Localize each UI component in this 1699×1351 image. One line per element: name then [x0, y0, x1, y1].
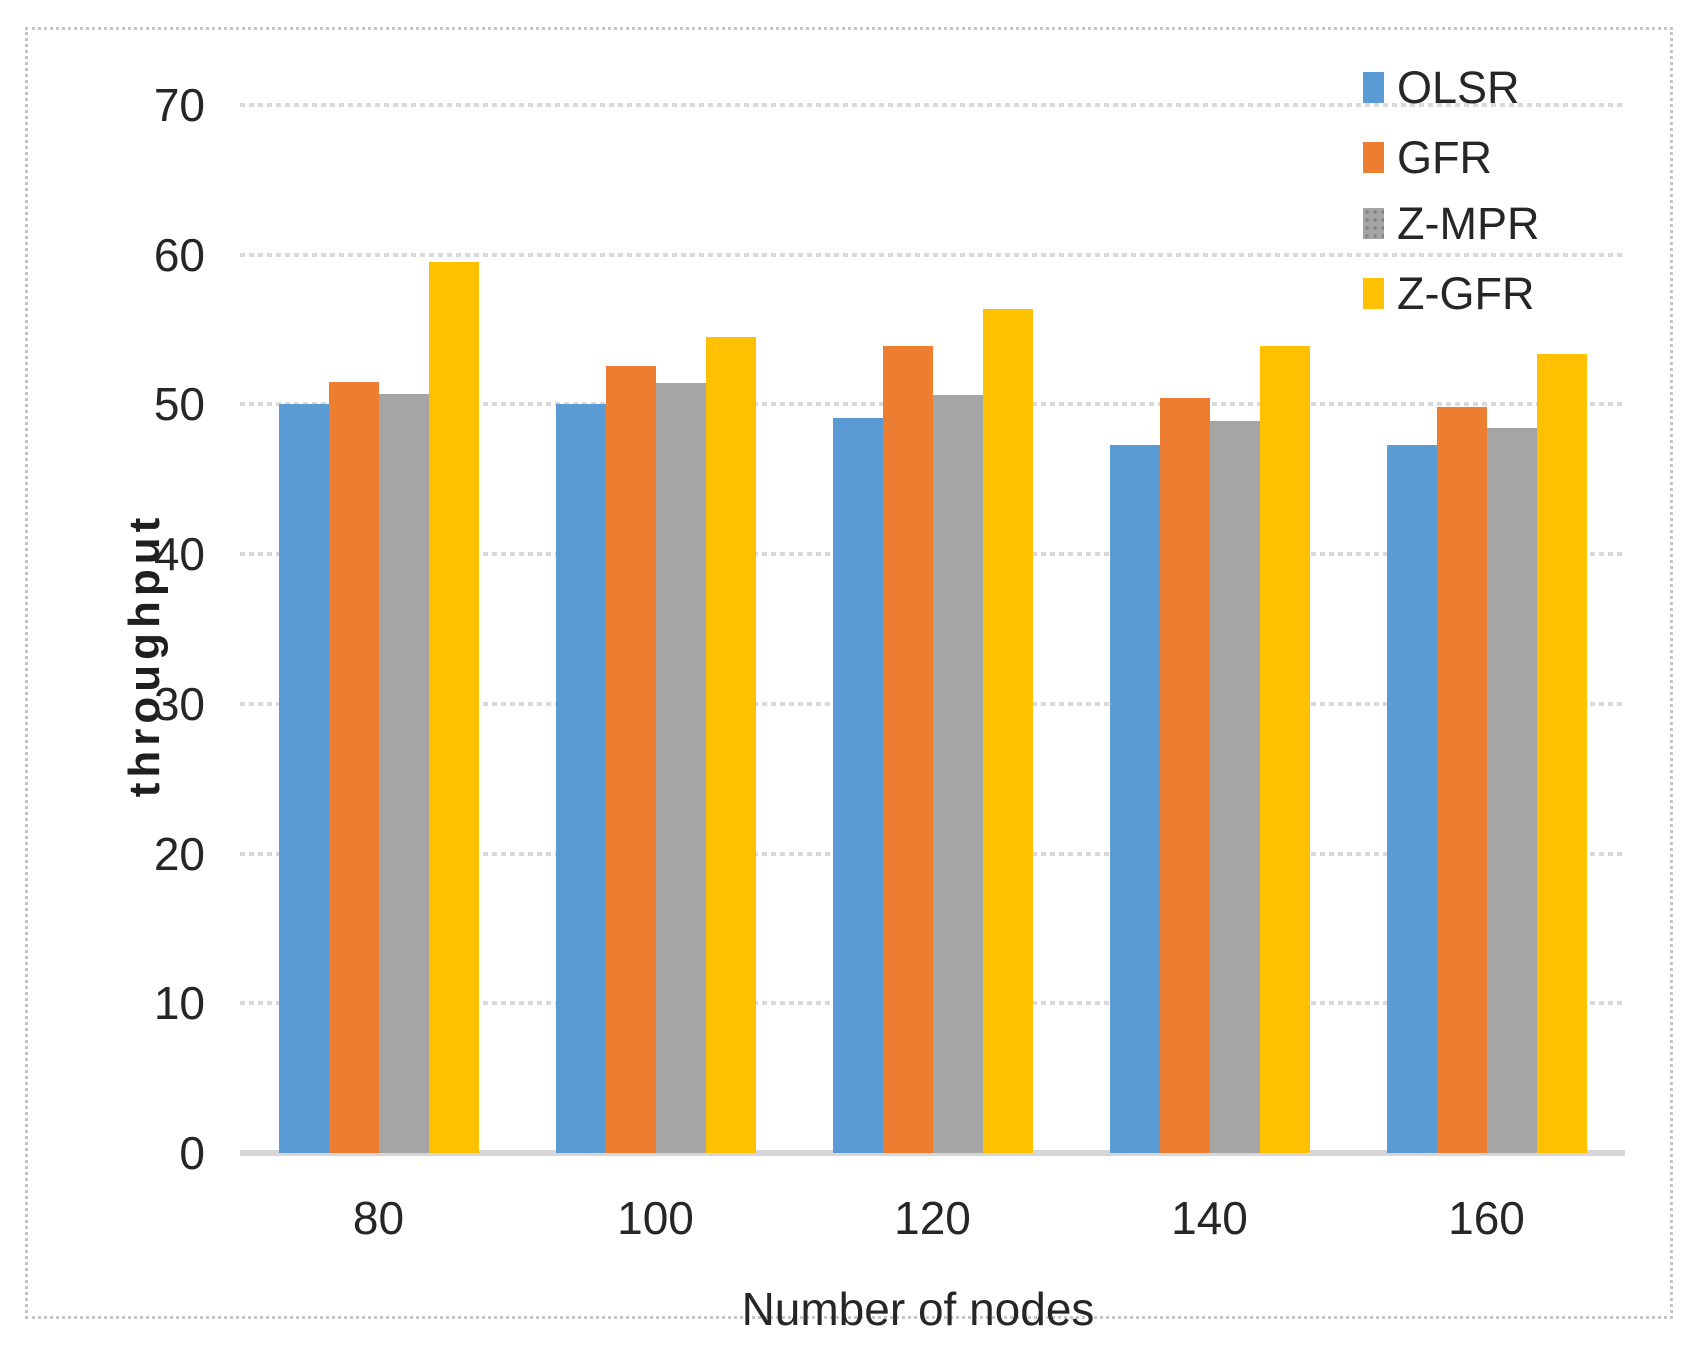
bar-gfr-80	[328, 381, 379, 1153]
legend-label-olsr: OLSR	[1397, 62, 1520, 113]
legend-swatch-z-mpr	[1363, 208, 1384, 239]
y-tick-label-60: 60	[153, 228, 205, 281]
legend-item-z-mpr: Z-MPR	[1363, 198, 1540, 249]
bar-olsr-100	[555, 404, 606, 1153]
x-tick-label-80: 80	[352, 1192, 405, 1244]
y-tick-label-20: 20	[153, 827, 205, 880]
legend-swatch-olsr	[1363, 72, 1384, 103]
bar-gfr-160	[1436, 407, 1487, 1153]
bar-olsr-80	[278, 404, 329, 1153]
bar-z-mpr-160	[1486, 428, 1537, 1153]
y-tick-label-40: 40	[153, 528, 205, 581]
x-axis-line	[240, 1150, 1625, 1156]
y-tick-label-50: 50	[153, 378, 205, 431]
bar-z-gfr-120	[982, 308, 1033, 1153]
bar-z-gfr-140	[1259, 346, 1310, 1153]
bar-z-gfr-100	[705, 337, 756, 1153]
x-tick-label-140: 140	[1171, 1192, 1248, 1244]
bar-z-mpr-100	[655, 383, 706, 1153]
bar-z-mpr-120	[932, 395, 983, 1153]
bar-z-gfr-160	[1536, 353, 1587, 1153]
legend-item-gfr: GFR	[1363, 132, 1492, 183]
legend-label-z-mpr: Z-MPR	[1397, 198, 1540, 249]
bar-olsr-160	[1386, 444, 1437, 1153]
gridline-70	[240, 103, 1625, 107]
y-tick-label-0: 0	[179, 1127, 205, 1179]
bar-z-mpr-140	[1209, 420, 1260, 1153]
legend-swatch-gfr	[1363, 142, 1384, 173]
legend-item-z-gfr: Z-GFR	[1363, 268, 1535, 319]
legend-item-olsr: OLSR	[1363, 62, 1520, 113]
bar-gfr-140	[1159, 398, 1210, 1153]
x-tick-label-120: 120	[894, 1192, 971, 1244]
bar-gfr-120	[882, 346, 933, 1153]
legend-swatch-z-gfr	[1363, 278, 1384, 309]
bar-olsr-120	[832, 417, 883, 1153]
x-axis-title: Number of nodes	[741, 1283, 1095, 1335]
x-tick-label-160: 160	[1448, 1192, 1525, 1244]
bar-olsr-140	[1109, 444, 1160, 1153]
y-tick-label-30: 30	[153, 677, 205, 730]
y-tick-label-10: 10	[153, 977, 205, 1030]
x-tick-label-100: 100	[617, 1192, 694, 1244]
bar-z-mpr-80	[378, 393, 429, 1153]
gridline-60	[240, 252, 1625, 257]
y-tick-label-70: 70	[153, 79, 205, 131]
bar-gfr-100	[605, 365, 656, 1153]
legend-label-z-gfr: Z-GFR	[1397, 268, 1535, 319]
legend-label-gfr: GFR	[1397, 132, 1492, 183]
bar-z-gfr-80	[428, 262, 479, 1153]
